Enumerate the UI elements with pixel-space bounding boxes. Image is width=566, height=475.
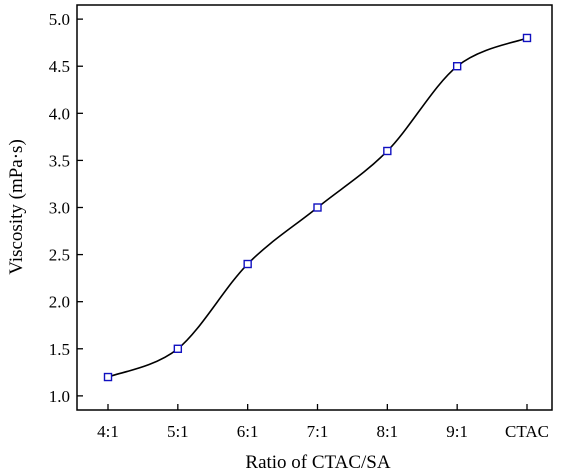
data-point-ctac	[522, 33, 532, 43]
data-point-8-1	[383, 146, 392, 156]
y-tick-label: 1.0	[49, 387, 70, 406]
y-tick-label: 4.0	[49, 104, 70, 123]
x-tick-label: 5:1	[167, 422, 189, 441]
y-tick-label: 2.0	[49, 293, 70, 312]
data-point-4-1	[103, 372, 113, 382]
data-point-9-1	[452, 62, 462, 71]
x-tick-label: 7:1	[307, 422, 329, 441]
x-tick-label: 9:1	[446, 422, 468, 441]
data-point-7-1	[313, 203, 322, 212]
y-axis: 1.0 1.5 2.0 2.5 3.0 3.5 4.0 4.5 5.0	[49, 10, 83, 406]
data-point-5-1	[173, 344, 183, 353]
data-point-6-1	[243, 259, 252, 269]
y-axis-title: Viscosity (mPa·s)	[6, 139, 27, 275]
y-tick-label: 4.5	[49, 57, 70, 76]
x-axis: 4:1 5:1 6:1 7:1 8:1 9:1 CTAC	[97, 404, 549, 441]
y-tick-label: 3.0	[49, 199, 70, 218]
y-tick-label: 2.5	[49, 246, 70, 265]
x-axis-title: Ratio of CTAC/SA	[245, 452, 390, 473]
x-tick-label: 6:1	[237, 422, 259, 441]
y-tick-label: 1.5	[49, 340, 70, 359]
y-tick-label: 3.5	[49, 151, 70, 170]
x-tick-label: 4:1	[97, 422, 119, 441]
data-markers	[103, 33, 532, 382]
x-tick-label: CTAC	[505, 422, 549, 441]
x-tick-label: 8:1	[376, 422, 398, 441]
y-tick-label: 5.0	[49, 10, 70, 29]
